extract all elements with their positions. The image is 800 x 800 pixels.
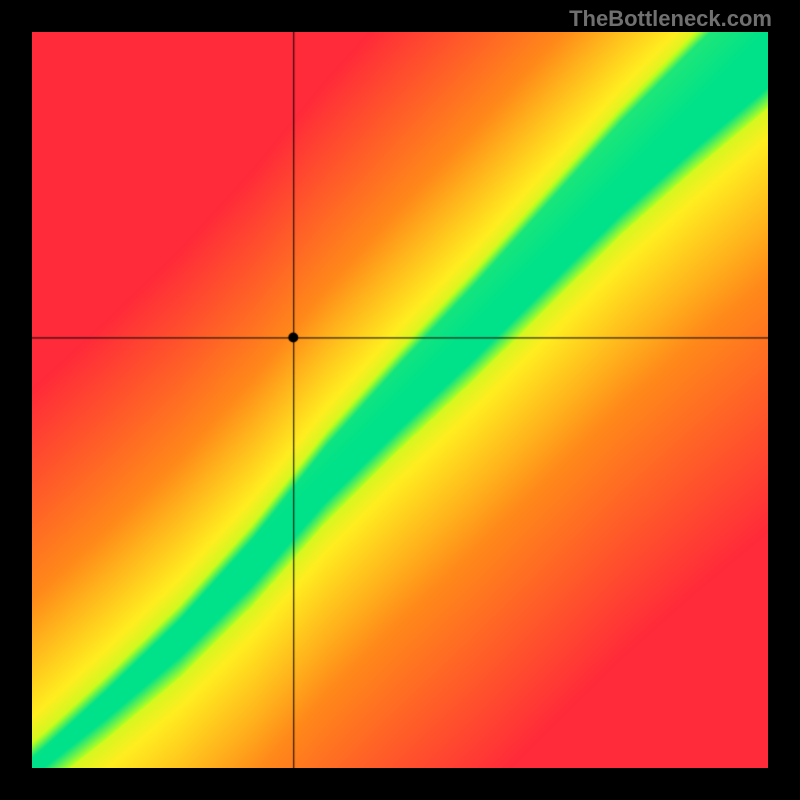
heatmap-canvas [32,32,768,768]
watermark-text: TheBottleneck.com [569,6,772,32]
chart-container [32,32,768,768]
